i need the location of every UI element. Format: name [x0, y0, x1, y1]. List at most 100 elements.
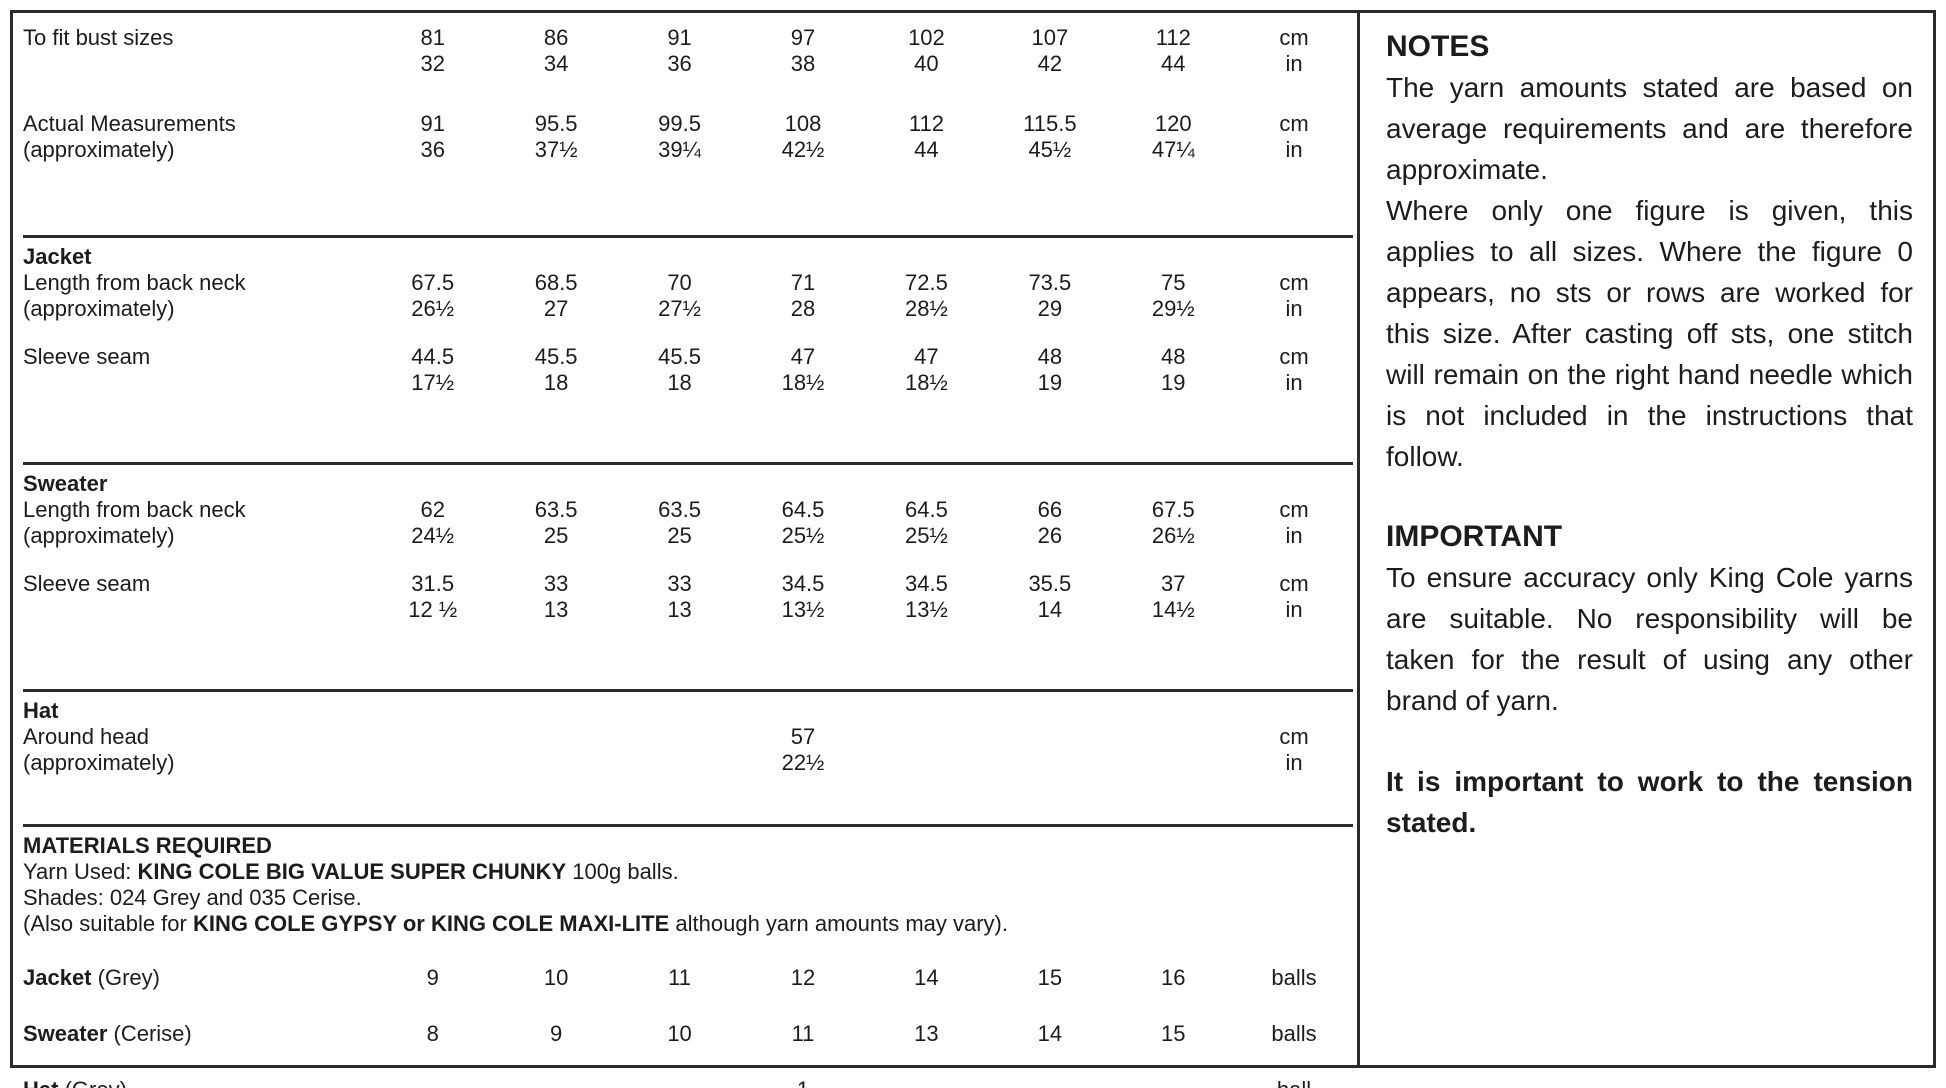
unit-cell: cm in	[1235, 571, 1353, 623]
value-in: 29	[1037, 296, 1063, 321]
unit-cm-label: cm	[1279, 724, 1309, 749]
value-cm: 120	[1154, 111, 1192, 136]
value-in: 27	[543, 296, 569, 321]
value-in: 29½	[1151, 296, 1195, 321]
unit-cm-label: cm	[1279, 270, 1309, 295]
value-cm: 47	[914, 344, 939, 369]
value-cm	[988, 724, 1111, 750]
value-cm: 37	[1161, 571, 1186, 596]
section-header: Sweater	[23, 471, 108, 496]
unit-cell: cm in	[1235, 344, 1353, 396]
value-in: 28	[790, 296, 816, 321]
measurement-cell: 66 26	[988, 497, 1111, 549]
ball-count-cell: 1	[741, 1077, 864, 1088]
yarn-quantity-row: Sweater (Cerise) 8 9 10 11 13 14 15 balls	[23, 1021, 1353, 1047]
value-in: 39¼	[658, 137, 701, 162]
value-in: 26½	[1151, 523, 1195, 548]
value-in: 42	[1037, 51, 1063, 76]
table-section-sweater: Sweater Length from back neck (approximate…	[23, 462, 1353, 689]
value-cm: 34.5	[905, 571, 948, 596]
ball-count-cell: 9	[550, 1021, 563, 1046]
measurement-cell: 63.5 25	[494, 497, 617, 549]
unit-in-label: in	[1285, 750, 1303, 775]
value-in	[1112, 750, 1235, 776]
measurement-cell: 57 22½	[741, 724, 864, 776]
row-label-line-2: (approximately)	[23, 296, 175, 321]
value-in: 34	[543, 51, 569, 76]
yarn-used-label: Yarn Used:	[23, 859, 138, 884]
yarn-ball-size: 100g balls.	[566, 859, 679, 884]
yarn-quantity-row: Jacket (Grey) 9 10 11 12 14 15 16 balls	[23, 965, 1353, 991]
ball-unit-cell: balls	[1271, 965, 1317, 990]
measurement-cell	[1112, 724, 1235, 776]
value-cm: 67.5	[411, 270, 455, 295]
value-cm: 75	[1161, 270, 1186, 295]
table-row: Length from back neck (approximately) 62 24…	[23, 497, 1353, 549]
measurement-cell: 67.5 26½	[371, 270, 494, 322]
ball-count-cell	[371, 1077, 494, 1088]
row-label: Around head (approximately)	[23, 724, 371, 776]
value-cm: 63.5	[658, 497, 701, 522]
value-cm: 33	[667, 571, 692, 596]
ball-count-cell: 12	[790, 965, 816, 990]
measurement-cell: 70 27½	[618, 270, 741, 322]
sizes-materials-panel: To fit bust sizes 81 32 86 34 91 36 97 38 102 40 10…	[13, 13, 1360, 1088]
value-in: 25½	[905, 523, 948, 548]
measurement-cell: 34.5 13½	[741, 571, 864, 623]
measurement-cell: 47 18½	[741, 344, 864, 396]
unit-in-label: in	[1285, 137, 1303, 162]
unit-in-label: in	[1285, 296, 1303, 321]
value-cm: 112	[1155, 25, 1191, 50]
value-cm	[494, 724, 617, 750]
value-in	[988, 750, 1111, 776]
garment-name: Sweater	[23, 1021, 108, 1046]
row-label-line-1: Length from back neck	[23, 270, 246, 295]
value-in: 37½	[534, 137, 578, 162]
measurement-cell: 71 28	[741, 270, 864, 322]
section-header: Jacket	[23, 244, 92, 269]
value-cm: 68.5	[534, 270, 578, 295]
measurement-cell: 72.5 28½	[865, 270, 988, 322]
measurement-cell: 37 14½	[1112, 571, 1235, 623]
value-cm: 91	[667, 25, 692, 50]
value-cm: 67.5	[1151, 497, 1195, 522]
ball-count-cell	[494, 1077, 617, 1088]
value-cm: 95.5	[534, 111, 578, 136]
measurement-cell: 64.5 25½	[865, 497, 988, 549]
table-section-hat: Hat Around head (approximately) 57 22½ cm in	[23, 689, 1353, 824]
value-in: 36	[420, 137, 445, 162]
value-cm: 31.5	[411, 571, 455, 596]
shades-line: Shades: 024 Grey and 035 Cerise.	[23, 885, 362, 910]
value-cm: 66	[1037, 497, 1063, 522]
row-label-line-1: To fit bust sizes	[23, 25, 174, 50]
ball-count-cell: 10	[667, 1021, 692, 1046]
unit-cm-label: cm	[1279, 344, 1309, 369]
value-in: 44	[914, 137, 939, 162]
value-cm: 107	[1031, 25, 1069, 50]
ball-count-cell: 11	[668, 965, 691, 990]
value-in: 13½	[781, 597, 825, 622]
garment-shade: (Grey)	[91, 965, 160, 990]
value-cm: 48	[1161, 344, 1186, 369]
table-section-sizes: To fit bust sizes 81 32 86 34 91 36 97 38 102 40 10…	[23, 25, 1353, 235]
value-in: 25	[667, 523, 692, 548]
table-row: Length from back neck (approximately) 67.5…	[23, 270, 1353, 322]
unit-in-label: in	[1285, 370, 1303, 395]
ball-count-cell	[988, 1077, 1111, 1088]
value-in: 27½	[658, 296, 701, 321]
measurement-cell	[865, 724, 988, 776]
measurement-cell: 44.5 17½	[371, 344, 494, 396]
value-cm: 35.5	[1028, 571, 1072, 596]
substitute-suffix: although yarn amounts may vary).	[669, 911, 1008, 936]
value-cm: 45.5	[534, 344, 578, 369]
row-label: Sleeve seam	[23, 571, 371, 623]
row-label-line-2	[23, 370, 371, 396]
measurement-cell: 47 18½	[865, 344, 988, 396]
row-label-line-1: Sleeve seam	[23, 344, 151, 369]
unit-cell: cm in	[1235, 724, 1353, 776]
row-label-line-2: (approximately)	[23, 137, 175, 162]
ball-count-cell: 9	[426, 965, 439, 990]
unit-in-label: in	[1285, 523, 1303, 548]
value-cm: 71	[790, 270, 816, 295]
ball-count-cell: 8	[426, 1021, 439, 1046]
